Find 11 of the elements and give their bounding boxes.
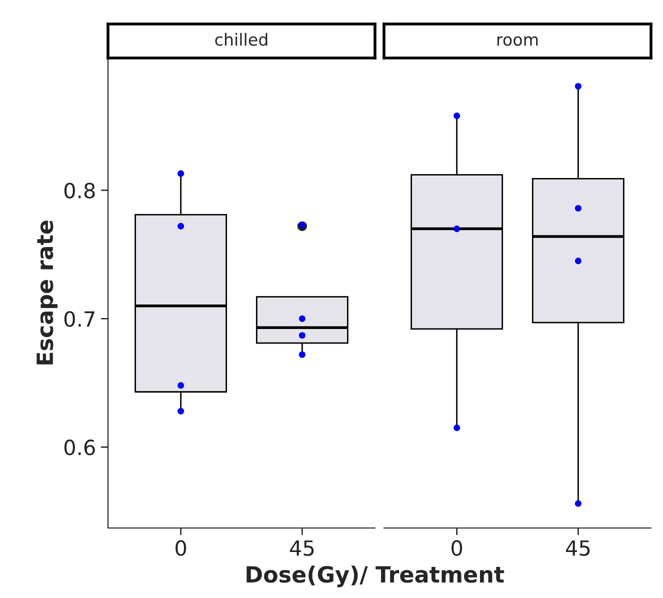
y-tick-label: 0.8 <box>64 182 95 198</box>
y-tick-label: 0.7 <box>64 311 94 327</box>
x-axis-title: Dose(Gy)/ Treatment <box>246 566 504 588</box>
chart-title: room <box>497 36 538 46</box>
x-tick-label: 45 <box>290 540 314 556</box>
x-tick-label: 45 <box>566 540 590 556</box>
chart-title: chilled <box>215 32 268 46</box>
x-tick-label: 0 <box>176 540 186 556</box>
x-tick-label: 0 <box>452 540 462 556</box>
y-tick-label: 0.6 <box>64 440 95 456</box>
y-axis-title: Escape rate <box>36 220 58 364</box>
